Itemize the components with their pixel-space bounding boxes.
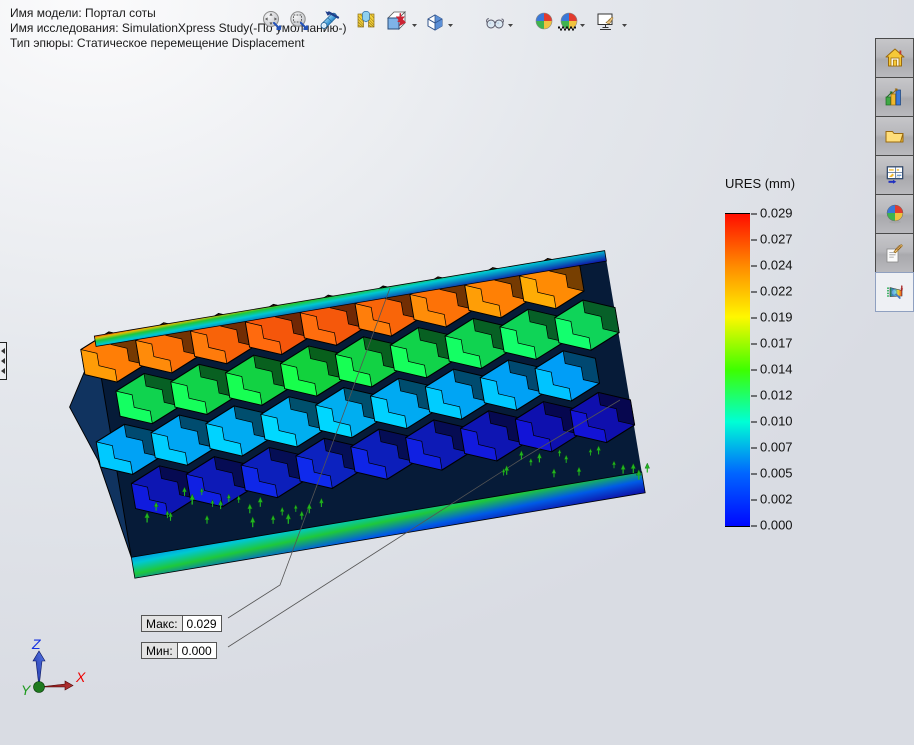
svg-text:Z: Z: [31, 636, 41, 652]
svg-text:Y: Y: [21, 682, 32, 698]
svg-text:X: X: [75, 669, 86, 685]
